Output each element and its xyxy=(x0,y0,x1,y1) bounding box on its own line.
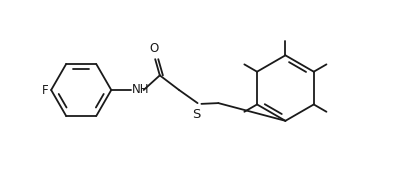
Text: S: S xyxy=(193,108,201,121)
Text: F: F xyxy=(41,84,48,96)
Text: NH: NH xyxy=(132,83,149,96)
Text: O: O xyxy=(150,42,159,55)
